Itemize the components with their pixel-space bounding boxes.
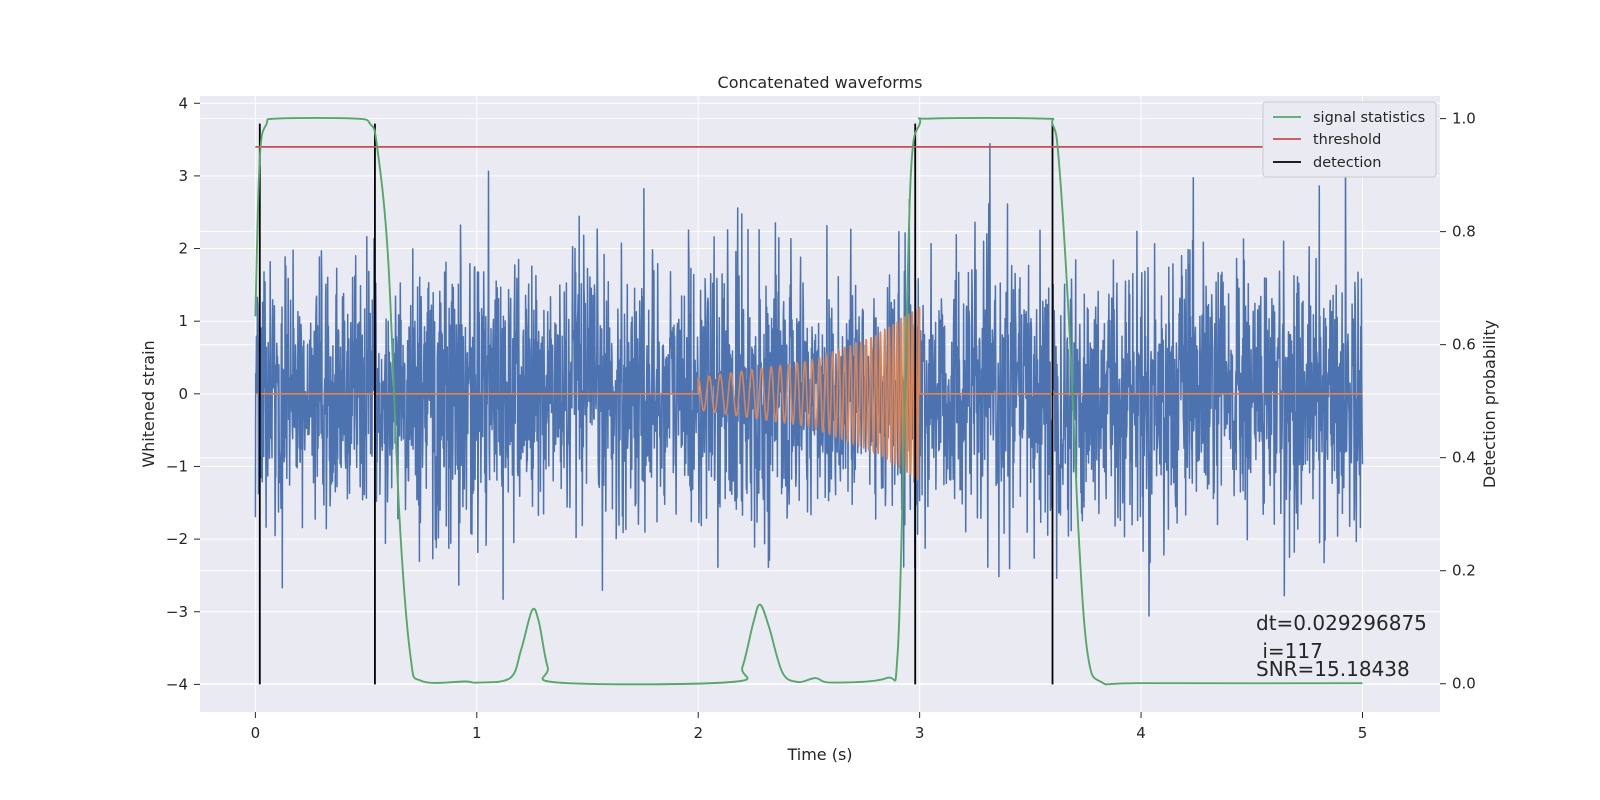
y-right-tick-label: 0.2: [1452, 562, 1476, 580]
y-right-tick-label: 0.4: [1452, 449, 1476, 467]
legend-label-threshold: threshold: [1313, 132, 1381, 148]
y-axis-right-label: Detection probability: [1480, 320, 1499, 488]
y-tick-label: 3: [178, 167, 188, 185]
y-right-tick-label: 0.8: [1452, 223, 1476, 241]
plot-content: [254, 116, 1364, 686]
x-tick-label: 3: [915, 724, 925, 742]
annotation-dt: dt=0.029296875: [1256, 611, 1427, 635]
x-tick-label: 5: [1358, 724, 1368, 742]
detection-lines: [258, 123, 1054, 685]
y-tick-label: −4: [166, 675, 188, 693]
chart-title: Concatenated waveforms: [718, 73, 923, 92]
x-tick-label: 2: [693, 724, 703, 742]
legend: signal statistics threshold detection: [1262, 101, 1437, 178]
y-tick-label: 2: [178, 240, 188, 258]
signal-statistics-line: [254, 116, 1363, 686]
strain-line: [254, 143, 1364, 617]
y-axis-right: 0.0 0.2 0.4 0.6 0.8 1.0: [1440, 110, 1476, 693]
x-tick-label: 1: [472, 724, 482, 742]
x-tick-label: 0: [251, 724, 261, 742]
strain-series: [254, 143, 1364, 617]
legend-label-detection: detection: [1313, 155, 1381, 171]
y-tick-label: −2: [166, 530, 188, 548]
y-axis-label: Whitened strain: [139, 340, 158, 467]
y-tick-label: 0: [178, 385, 188, 403]
y-tick-label: −1: [166, 457, 188, 475]
legend-label-signal-statistics: signal statistics: [1313, 110, 1425, 126]
signal-statistics-series: [254, 116, 1363, 686]
injection-series: [255, 306, 1363, 482]
y-axis-left: −4 −3 −2 −1 0 1 2 3 4: [166, 94, 200, 693]
annotation-snr: SNR=15.18438: [1256, 657, 1410, 681]
injection-line: [255, 306, 1363, 482]
legend-box: [1262, 101, 1437, 178]
y-tick-label: 4: [178, 94, 188, 112]
y-right-tick-label: 0.0: [1452, 675, 1476, 693]
y-tick-label: −3: [166, 603, 188, 621]
x-axis: 0 1 2 3 4 5: [251, 712, 1368, 742]
y-right-tick-label: 1.0: [1452, 110, 1476, 128]
x-tick-label: 4: [1136, 724, 1146, 742]
y-right-tick-label: 0.6: [1452, 336, 1476, 354]
y-tick-label: 1: [178, 312, 188, 330]
annotation-index: i=117: [1256, 639, 1323, 663]
x-axis-label: Time (s): [786, 745, 852, 764]
